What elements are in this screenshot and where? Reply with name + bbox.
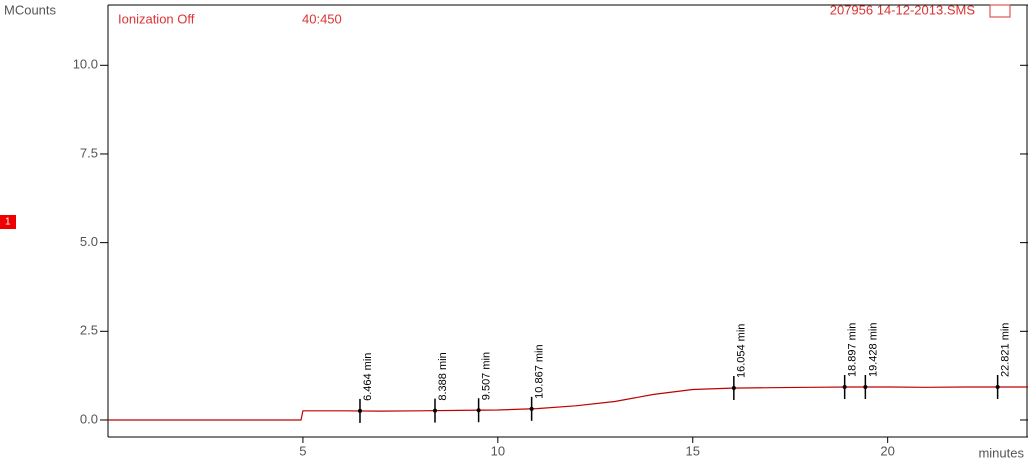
peak-dot	[476, 408, 481, 413]
peak-dot	[731, 386, 736, 391]
y-axis-label: MCounts	[4, 2, 57, 17]
peak-dot	[357, 408, 362, 413]
y-tick-label: 2.5	[80, 323, 98, 338]
file-label: 207956 14-12-2013.SMS	[830, 2, 976, 17]
y-tick-label: 5.0	[80, 234, 98, 249]
mode-label: Ionization Off	[118, 11, 195, 26]
mass-range: 40:450	[302, 11, 342, 26]
y-tick-label: 7.5	[80, 145, 98, 160]
trace-line	[108, 386, 1028, 421]
peak-label: 8.388 min	[437, 352, 449, 400]
peak-label: 10.867 min	[534, 344, 546, 398]
window-icon[interactable]	[989, 4, 1011, 18]
trace-label: 1	[5, 217, 11, 228]
y-tick-label: 10.0	[73, 57, 98, 72]
peak-dot	[432, 408, 437, 413]
peak-label: 18.897 min	[847, 323, 859, 377]
peak-dot	[863, 384, 868, 389]
peak-label: 22.821 min	[1000, 323, 1012, 377]
peak-dot	[995, 384, 1000, 389]
x-axis-label: minutes	[978, 445, 1024, 460]
x-tick-label: 20	[880, 443, 894, 458]
peak-label: 6.464 min	[362, 353, 374, 401]
peak-label: 19.428 min	[867, 323, 879, 377]
x-tick-label: 5	[299, 443, 306, 458]
trace-badge	[0, 215, 16, 229]
y-tick-label: 0.0	[80, 411, 98, 426]
x-tick-label: 15	[686, 443, 700, 458]
peak-dot	[529, 406, 534, 411]
x-tick-label: 10	[491, 443, 505, 458]
peak-dot	[842, 385, 847, 390]
peak-label: 16.054 min	[736, 324, 748, 378]
peak-label: 9.507 min	[481, 352, 493, 400]
